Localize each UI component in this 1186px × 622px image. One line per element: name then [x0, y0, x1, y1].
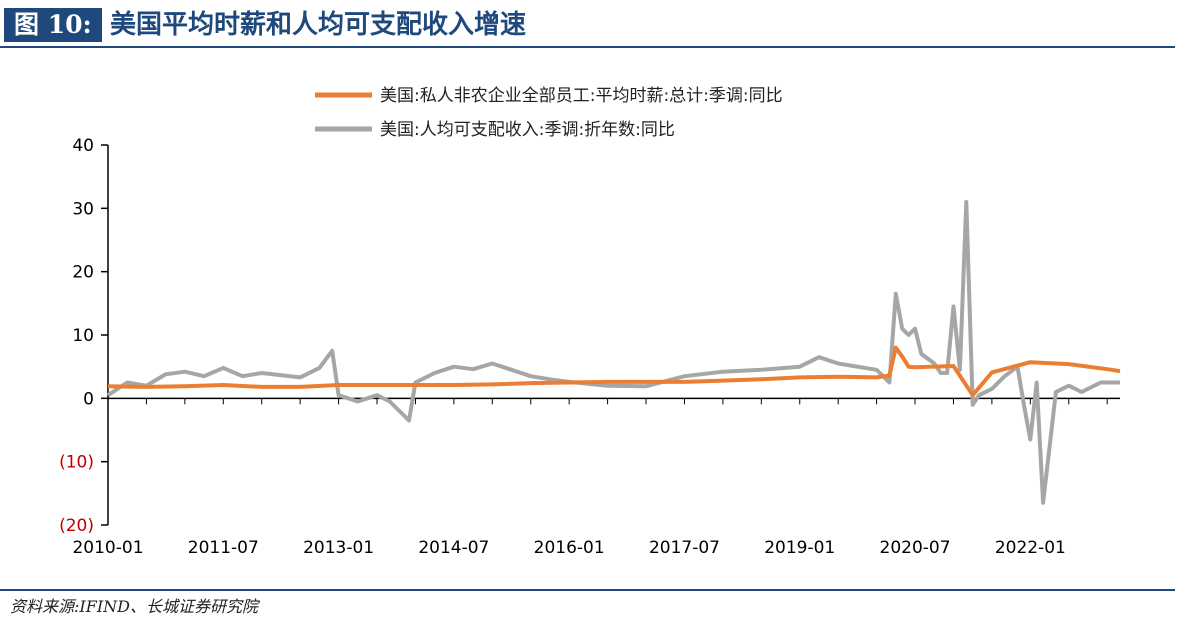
y-tick-label: (10) — [59, 453, 94, 473]
y-tick-label: 0 — [83, 389, 94, 409]
chart-legend: 美国:私人非农企业全部员工:平均时薪:总计:季调:同比美国:人均可支配收入:季调… — [315, 86, 783, 140]
x-tick-label: 2019-01 — [764, 538, 835, 558]
legend-label: 美国:私人非农企业全部员工:平均时薪:总计:季调:同比 — [380, 86, 783, 106]
series-line-income — [106, 200, 1120, 505]
figure-number: 图 10: — [4, 8, 102, 42]
chart-axes: 40 30 20 10 0 (10) (20)2010-01 2011-07 2013-01 20… — [59, 136, 1120, 558]
y-tick-label: 20 — [72, 263, 94, 283]
y-tick-label: 30 — [72, 199, 94, 219]
x-tick-label: 2016-01 — [534, 538, 605, 558]
x-tick-label: 2014-07 — [418, 538, 489, 558]
x-tick-label: 2010-01 — [72, 538, 143, 558]
figure-title: 美国平均时薪和人均可支配收入增速 — [110, 10, 527, 40]
x-tick-label: 2011-07 — [188, 538, 259, 558]
x-tick-label: 2017-07 — [649, 538, 720, 558]
header-rule — [0, 46, 1175, 48]
figure-header: 图 10: 美国平均时薪和人均可支配收入增速 — [0, 0, 1175, 46]
line-chart: 美国:私人非农企业全部员工:平均时薪:总计:季调:同比美国:人均可支配收入:季调… — [59, 86, 1121, 558]
legend-label: 美国:人均可支配收入:季调:折年数:同比 — [380, 120, 675, 140]
x-tick-label: 2020-07 — [880, 538, 951, 558]
plot-area — [106, 200, 1121, 505]
series-line-wage — [107, 345, 1121, 398]
footer-rule — [0, 589, 1175, 591]
y-tick-label: (20) — [59, 516, 94, 536]
x-tick-label: 2013-01 — [303, 538, 374, 558]
y-tick-label: 40 — [72, 136, 94, 156]
x-tick-label: 2022-01 — [995, 538, 1066, 558]
y-tick-label: 10 — [72, 326, 94, 346]
source-note: 资料来源:IFIND、长城证券研究院 — [10, 597, 258, 616]
